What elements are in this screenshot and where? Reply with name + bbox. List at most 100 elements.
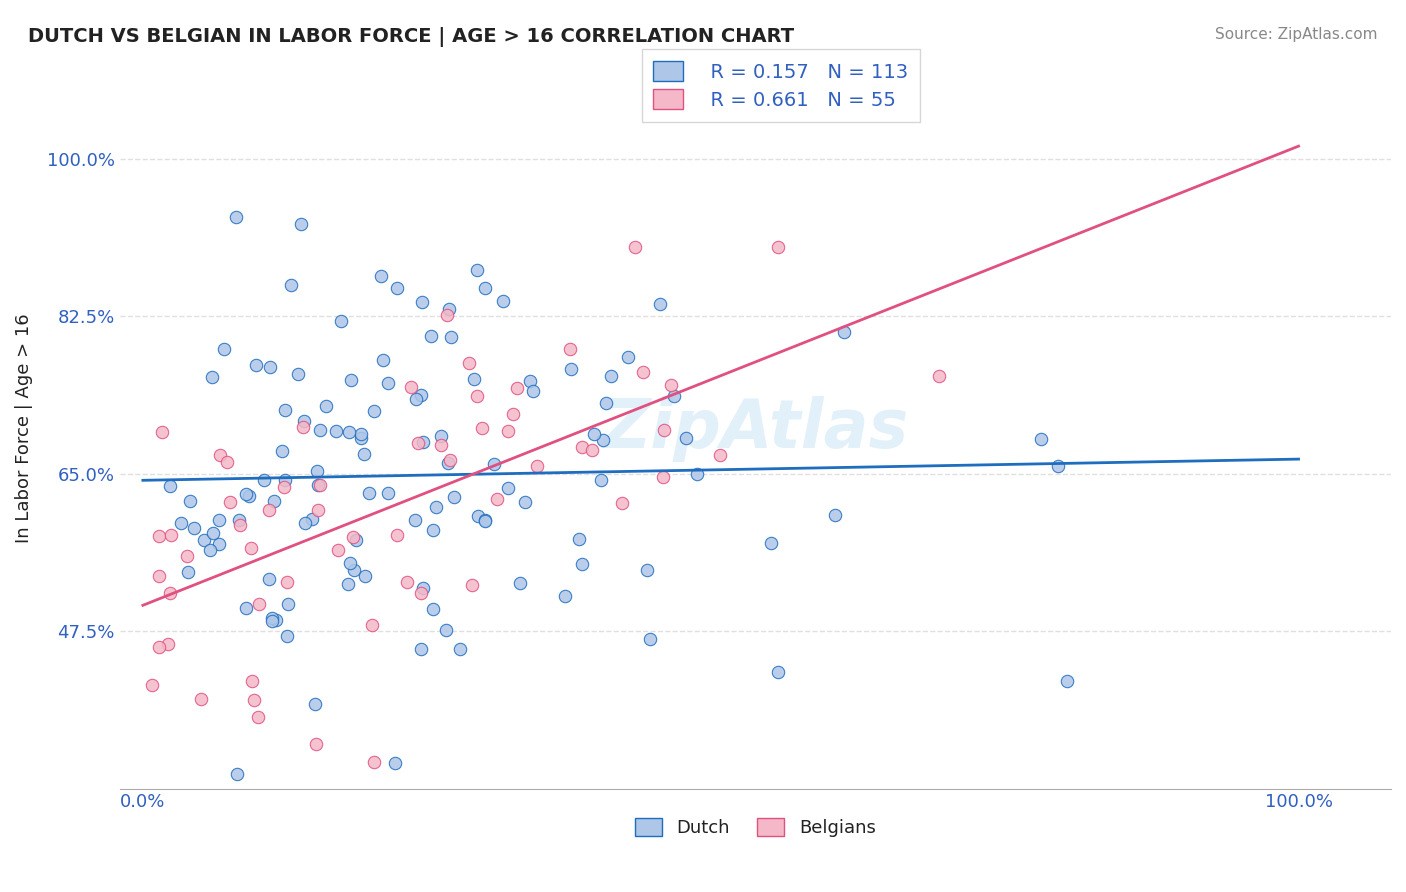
Point — [160, 528, 183, 542]
Point — [337, 577, 360, 591]
Point — [409, 388, 432, 402]
Point — [411, 295, 433, 310]
Point — [148, 640, 170, 654]
Point — [519, 374, 541, 388]
Point — [485, 491, 508, 506]
Point — [405, 392, 427, 406]
Point — [498, 481, 520, 495]
Point — [280, 278, 302, 293]
Point — [659, 378, 682, 392]
Point — [208, 537, 231, 551]
Point — [330, 314, 353, 328]
Point — [307, 478, 329, 492]
Point — [461, 578, 484, 592]
Point — [259, 360, 281, 375]
Point — [294, 516, 316, 530]
Point — [412, 581, 434, 595]
Point — [522, 384, 544, 399]
Point — [290, 217, 312, 231]
Point — [359, 486, 381, 500]
Point — [474, 514, 496, 528]
Point — [274, 403, 297, 417]
Point — [1031, 432, 1053, 446]
Point — [759, 536, 782, 550]
Point — [709, 448, 731, 462]
Point — [243, 693, 266, 707]
Point — [141, 678, 163, 692]
Point — [526, 458, 548, 473]
Y-axis label: In Labor Force | Age > 16: In Labor Force | Age > 16 — [15, 314, 32, 543]
Point — [326, 542, 349, 557]
Point — [474, 513, 496, 527]
Point — [377, 376, 399, 390]
Point — [247, 709, 270, 723]
Point — [235, 486, 257, 500]
Point — [183, 521, 205, 535]
Point — [463, 372, 485, 386]
Point — [648, 297, 671, 311]
Point — [411, 586, 433, 600]
Point — [274, 473, 297, 487]
Point — [235, 601, 257, 615]
Point — [558, 342, 581, 356]
Point — [408, 436, 430, 450]
Text: Source: ZipAtlas.com: Source: ZipAtlas.com — [1215, 27, 1378, 42]
Point — [465, 262, 488, 277]
Point — [581, 443, 603, 458]
Point — [832, 325, 855, 339]
Point — [240, 674, 263, 689]
Point — [439, 302, 461, 317]
Point — [342, 530, 364, 544]
Point — [595, 395, 617, 409]
Point — [190, 691, 212, 706]
Point — [363, 755, 385, 769]
Point — [273, 480, 295, 494]
Point — [412, 435, 434, 450]
Point — [360, 617, 382, 632]
Point — [305, 737, 328, 751]
Point — [238, 489, 260, 503]
Point — [1056, 673, 1078, 688]
Point — [239, 541, 262, 555]
Point — [387, 281, 409, 295]
Point — [610, 496, 633, 510]
Legend: Dutch, Belgians: Dutch, Belgians — [628, 811, 883, 845]
Point — [301, 512, 323, 526]
Point — [928, 369, 950, 384]
Point — [443, 490, 465, 504]
Point — [179, 494, 201, 508]
Point — [337, 425, 360, 440]
Point — [492, 293, 515, 308]
Point — [229, 517, 252, 532]
Point — [651, 470, 673, 484]
Point — [409, 642, 432, 657]
Point — [768, 665, 790, 679]
Point — [429, 438, 451, 452]
Point — [465, 389, 488, 403]
Point — [309, 478, 332, 492]
Point — [304, 697, 326, 711]
Point — [159, 586, 181, 600]
Point — [148, 528, 170, 542]
Point — [217, 455, 239, 469]
Point — [325, 424, 347, 438]
Point — [253, 474, 276, 488]
Point — [377, 485, 399, 500]
Point — [471, 421, 494, 435]
Point — [467, 508, 489, 523]
Point — [370, 268, 392, 283]
Point — [439, 453, 461, 467]
Point — [401, 380, 423, 394]
Point — [506, 381, 529, 395]
Point — [450, 642, 472, 657]
Point — [571, 440, 593, 454]
Point — [176, 549, 198, 563]
Point — [287, 367, 309, 381]
Point — [766, 240, 789, 254]
Point — [307, 503, 329, 517]
Point — [277, 597, 299, 611]
Point — [350, 431, 373, 445]
Point — [257, 503, 280, 517]
Point — [150, 425, 173, 439]
Point — [276, 629, 298, 643]
